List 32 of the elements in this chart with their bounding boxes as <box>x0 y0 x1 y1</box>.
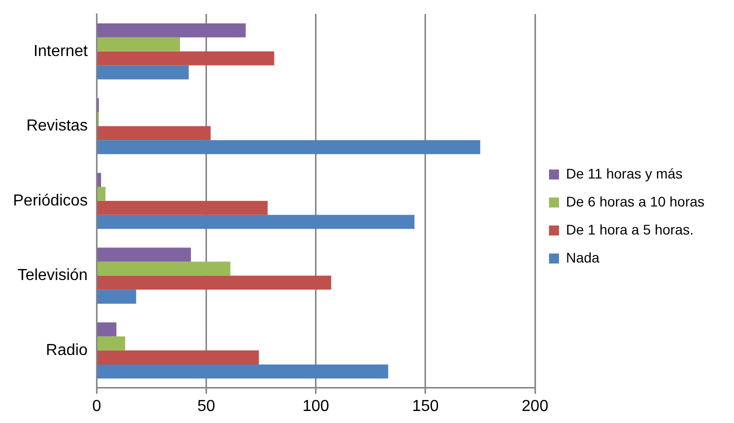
bar <box>97 200 268 215</box>
bar <box>97 248 191 262</box>
bar <box>97 140 480 154</box>
bar <box>97 23 246 38</box>
bar <box>97 364 388 378</box>
bar <box>97 276 332 290</box>
bar <box>97 262 230 276</box>
x-tick-label: 150 <box>412 398 439 415</box>
legend-label: De 1 hora a 5 horas. <box>566 221 694 238</box>
x-tick-label: 100 <box>302 398 330 415</box>
legend-label: Nada <box>566 249 600 266</box>
bar <box>97 322 116 336</box>
legend-label: De 11 horas y más <box>566 165 682 182</box>
bar <box>97 51 274 66</box>
bar <box>97 350 259 364</box>
legend-label: De 6 horas a 10 horas <box>566 193 705 210</box>
bar <box>97 172 102 187</box>
y-tick-label: Internet <box>33 42 88 60</box>
bar <box>97 186 106 201</box>
y-tick-label: Periódicos <box>13 192 88 210</box>
bar <box>97 126 211 140</box>
x-tick-label: 50 <box>197 398 216 415</box>
bar <box>97 290 136 304</box>
x-tick-label: 200 <box>522 398 548 415</box>
y-tick-label: Radio <box>46 342 88 359</box>
bar <box>97 214 414 229</box>
bar <box>97 65 189 80</box>
bar <box>97 37 180 52</box>
bar <box>97 336 126 350</box>
y-tick-label: Revistas <box>26 118 88 135</box>
y-tick-label: Televisión <box>17 267 88 284</box>
x-tick-label: 0 <box>92 398 102 415</box>
